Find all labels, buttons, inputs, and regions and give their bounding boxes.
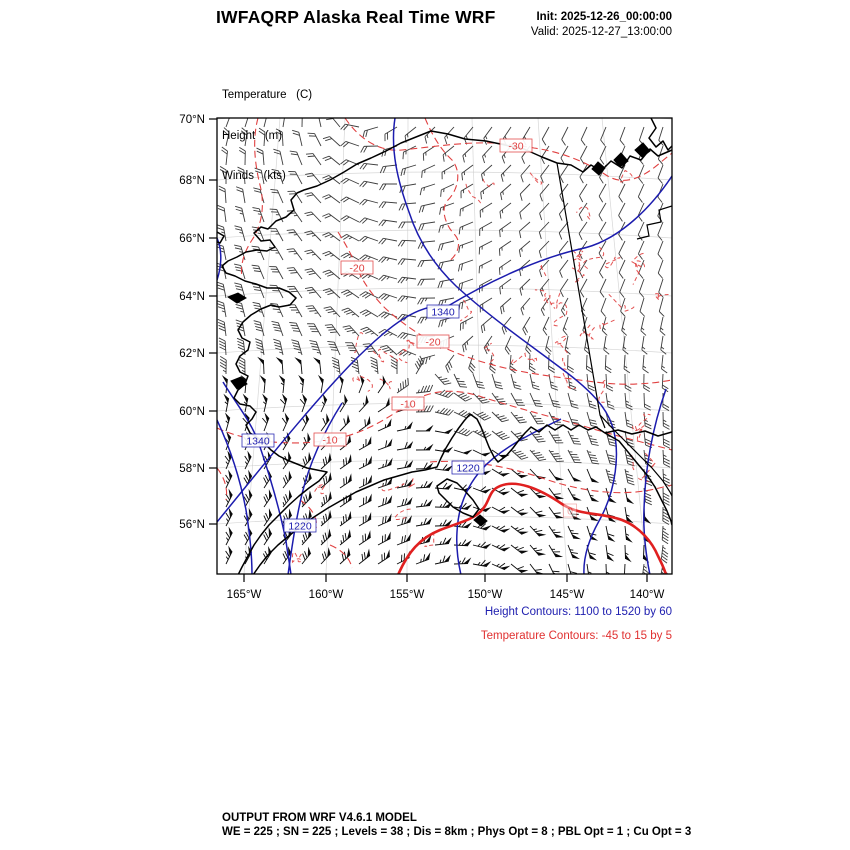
svg-text:1340: 1340 (431, 307, 455, 319)
contour-label: 1220 (451, 460, 485, 475)
svg-text:0: 0 (567, 506, 573, 518)
lat-tick-label: 62°N (179, 348, 205, 360)
contour-label: 1340 (241, 433, 275, 448)
page-title: IWFAQRP Alaska Real Time WRF (216, 7, 496, 27)
lon-tick-label: 150°W (468, 589, 503, 601)
svg-text:-30: -30 (508, 141, 523, 153)
svg-text:1340: 1340 (246, 436, 270, 448)
temperature-contour-caption: Temperature Contours: -45 to 15 by 5 (480, 630, 672, 642)
contour-label: 1340 (426, 304, 460, 319)
valid-time: Valid: 2025-12-27_13:00:00 (530, 25, 672, 38)
lat-tick-label: 58°N (179, 463, 205, 475)
lat-tick-label: 60°N (179, 406, 205, 418)
lat-tick-label: 68°N (179, 175, 205, 187)
lon-tick-label: 165°W (227, 589, 262, 601)
contour-label-layer: 1340 1340 1220 1220 -30 -20 -20 -10 -10 0 (241, 138, 577, 533)
lat-tick-label: 56°N (179, 519, 205, 531)
contour-label: -10 (313, 432, 347, 447)
contour-label: 0 (563, 503, 577, 518)
contour-label: -20 (340, 260, 374, 275)
lon-tick-label: 145°W (550, 589, 585, 601)
svg-text:-20: -20 (349, 263, 364, 275)
contour-label: -20 (416, 334, 450, 349)
run-info: Init: 2025-12-26_00:00:00 Valid: 2025-12… (531, 10, 672, 39)
height-contour-caption: Height Contours: 1100 to 1520 by 60 (484, 606, 672, 618)
legend-line-temperature: Temperature (C) (222, 89, 313, 101)
coastline-layer (217, 118, 672, 574)
svg-text:1220: 1220 (288, 521, 312, 533)
lat-tick-label: 64°N (179, 291, 205, 303)
wind-barb-layer (217, 118, 671, 574)
zero-temp-layer (397, 482, 668, 574)
footer-model-line: OUTPUT FROM WRF V4.6.1 MODEL (222, 812, 417, 824)
contour-label: -10 (391, 396, 425, 411)
init-time: Init: 2025-12-26_00:00:00 (536, 11, 672, 23)
footer-config-line: WE = 225 ; SN = 225 ; Levels = 38 ; Dis … (222, 825, 692, 838)
svg-text:-20: -20 (425, 337, 440, 349)
axes-layer: 70°N 68°N 66°N 64°N 62°N 60°N 58°N 56°N 165°W 160… (179, 114, 673, 601)
svg-text:-10: -10 (400, 399, 415, 411)
lon-tick-label: 155°W (390, 589, 425, 601)
variable-legend: Temperature (C) Height (m) Winds (kts) (222, 62, 312, 211)
svg-text:-10: -10 (322, 435, 337, 447)
lon-tick-label: 140°W (630, 589, 665, 601)
legend-line-height: Height (m) (222, 129, 283, 142)
lat-tick-label: 70°N (179, 114, 205, 126)
contour-label: 1220 (283, 518, 317, 533)
contour-label: -30 (499, 138, 533, 153)
lon-tick-label: 160°W (309, 589, 344, 601)
svg-text:1220: 1220 (456, 463, 480, 475)
lat-tick-label: 66°N (179, 233, 205, 245)
temp-squiggle-layer (291, 169, 669, 564)
model-footer: OUTPUT FROM WRF V4.6.1 MODEL WE = 225 ; … (222, 812, 691, 839)
legend-line-winds: Winds (kts) (222, 170, 286, 182)
